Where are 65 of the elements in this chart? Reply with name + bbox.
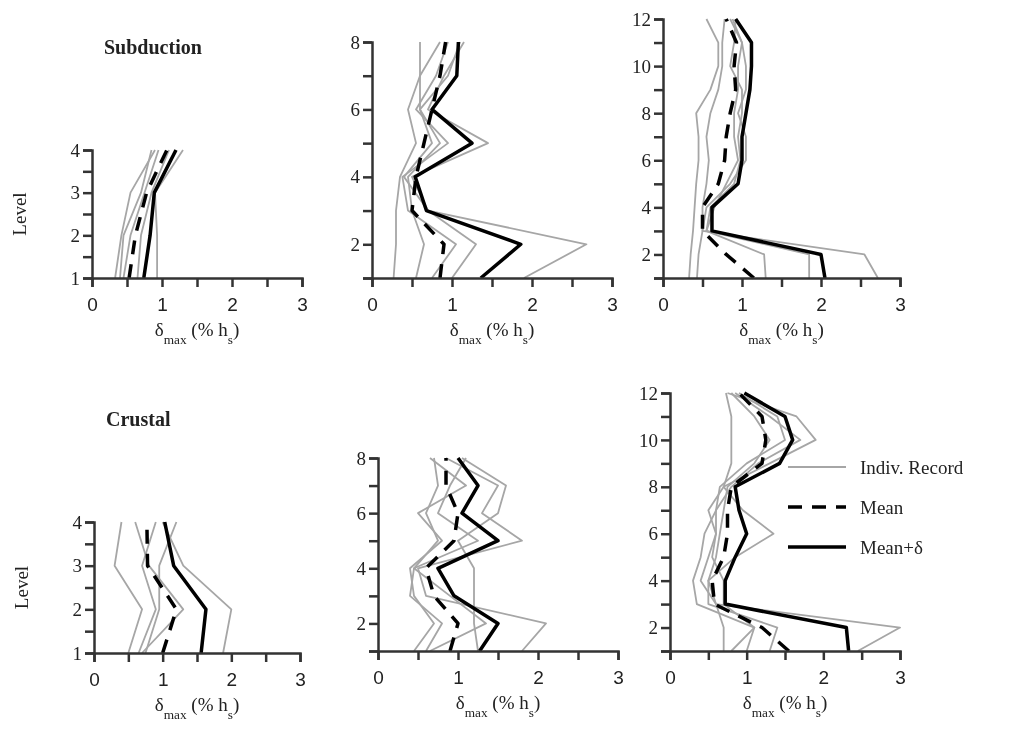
y-tick-label: 2	[641, 244, 651, 266]
x-tick-label: 2	[533, 666, 544, 688]
x-tick-label: 1	[453, 666, 464, 688]
legend-label: Indiv. Record	[860, 457, 964, 478]
y-tick-label: 2	[70, 224, 80, 246]
x-tick-label: 1	[157, 668, 169, 690]
y-tick-label: 4	[72, 511, 83, 533]
y-tick-label: 6	[356, 502, 366, 524]
y-tick-label: 1	[70, 267, 80, 289]
y-tick-label: 4	[648, 570, 659, 592]
x-axis-title: δ$_{max}$ (% h$_{s}$)	[742, 692, 828, 720]
y-tick-label: 6	[641, 149, 651, 171]
y-tick-label: 8	[350, 31, 360, 53]
y-tick-label: 6	[350, 99, 360, 121]
y-tick-label: 4	[641, 196, 652, 218]
x-tick-label: 2	[227, 293, 238, 315]
x-tick-label: 3	[895, 666, 906, 688]
x-tick-label: 3	[613, 666, 624, 688]
legend-label: Mean+δ	[860, 537, 923, 558]
chart-title: Crustal	[106, 408, 171, 430]
x-tick-label: 3	[295, 668, 306, 690]
x-axis-title: δ$_{max}$ (% h$_{s}$)	[154, 694, 240, 722]
x-tick-label: 3	[297, 293, 308, 315]
x-tick-label: 1	[157, 293, 168, 315]
y-tick-label: 4	[350, 166, 361, 188]
x-tick-label: 0	[367, 293, 378, 315]
x-tick-label: 1	[741, 666, 753, 688]
chart-title: Subduction	[104, 36, 202, 58]
x-axis-title: δ$_{max}$ (% h$_{s}$)	[154, 319, 240, 347]
y-axis-title: Level	[9, 192, 30, 236]
y-tick-label: 8	[641, 102, 651, 124]
x-tick-label: 2	[818, 666, 830, 688]
y-tick-label: 1	[72, 642, 82, 664]
y-tick-label: 6	[648, 523, 658, 545]
x-tick-label: 2	[816, 293, 827, 315]
x-tick-label: 1	[447, 293, 458, 315]
x-tick-label: 0	[665, 666, 676, 688]
x-axis-title: δ$_{max}$ (% h$_{s}$)	[449, 319, 535, 347]
y-tick-label: 2	[356, 613, 366, 635]
x-tick-label: 2	[226, 668, 238, 690]
y-tick-label: 2	[648, 617, 658, 639]
y-tick-label: 2	[350, 233, 360, 255]
x-tick-label: 0	[87, 293, 98, 315]
x-axis-title: δ$_{max}$ (% h$_{s}$)	[455, 692, 541, 720]
x-tick-label: 3	[895, 293, 906, 315]
x-tick-label: 3	[607, 293, 618, 315]
y-tick-label: 3	[70, 182, 80, 204]
y-axis-title: Level	[11, 565, 32, 610]
y-tick-label: 4	[356, 557, 367, 579]
y-tick-label: 8	[648, 476, 658, 498]
x-tick-label: 2	[527, 293, 538, 315]
y-tick-label: 8	[356, 447, 366, 469]
x-axis-title: δ$_{max}$ (% h$_{s}$)	[739, 319, 824, 347]
y-tick-label: 10	[639, 429, 658, 451]
y-tick-label: 12	[632, 8, 651, 30]
x-tick-label: 1	[737, 293, 748, 315]
y-tick-label: 3	[72, 555, 82, 577]
y-tick-label: 4	[70, 139, 81, 161]
x-tick-label: 0	[658, 293, 669, 315]
legend-label: Mean	[860, 497, 904, 518]
y-tick-label: 10	[632, 55, 651, 77]
y-tick-label: 12	[639, 382, 658, 404]
x-tick-label: 0	[89, 668, 100, 690]
y-tick-label: 2	[72, 598, 82, 620]
x-tick-label: 0	[373, 666, 384, 688]
